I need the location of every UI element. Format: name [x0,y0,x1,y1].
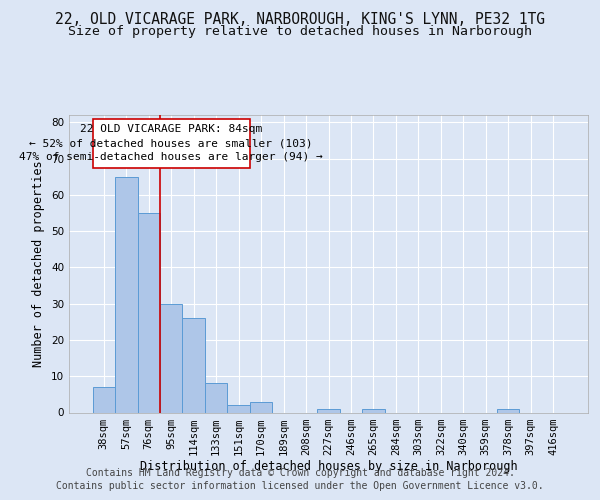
Bar [160,304,182,412]
Text: 22 OLD VICARAGE PARK: 84sqm: 22 OLD VICARAGE PARK: 84sqm [80,124,262,134]
Text: Contains HM Land Registry data © Crown copyright and database right 2024.: Contains HM Land Registry data © Crown c… [86,468,514,477]
FancyBboxPatch shape [92,118,250,168]
Bar [115,176,137,412]
Bar [497,409,520,412]
Bar [137,213,160,412]
Text: ← 52% of detached houses are smaller (103): ← 52% of detached houses are smaller (10… [29,138,313,148]
Bar [182,318,205,412]
Bar [227,405,250,412]
Text: 47% of semi-detached houses are larger (94) →: 47% of semi-detached houses are larger (… [19,152,323,162]
Bar [92,387,115,412]
Text: Contains public sector information licensed under the Open Government Licence v3: Contains public sector information licen… [56,481,544,491]
Text: 22, OLD VICARAGE PARK, NARBOROUGH, KING'S LYNN, PE32 1TG: 22, OLD VICARAGE PARK, NARBOROUGH, KING'… [55,12,545,28]
Bar [317,409,340,412]
Bar [205,384,227,412]
Bar [250,402,272,412]
Bar [362,409,385,412]
X-axis label: Distribution of detached houses by size in Narborough: Distribution of detached houses by size … [140,460,517,473]
Text: Size of property relative to detached houses in Narborough: Size of property relative to detached ho… [68,25,532,38]
Y-axis label: Number of detached properties: Number of detached properties [32,160,46,367]
